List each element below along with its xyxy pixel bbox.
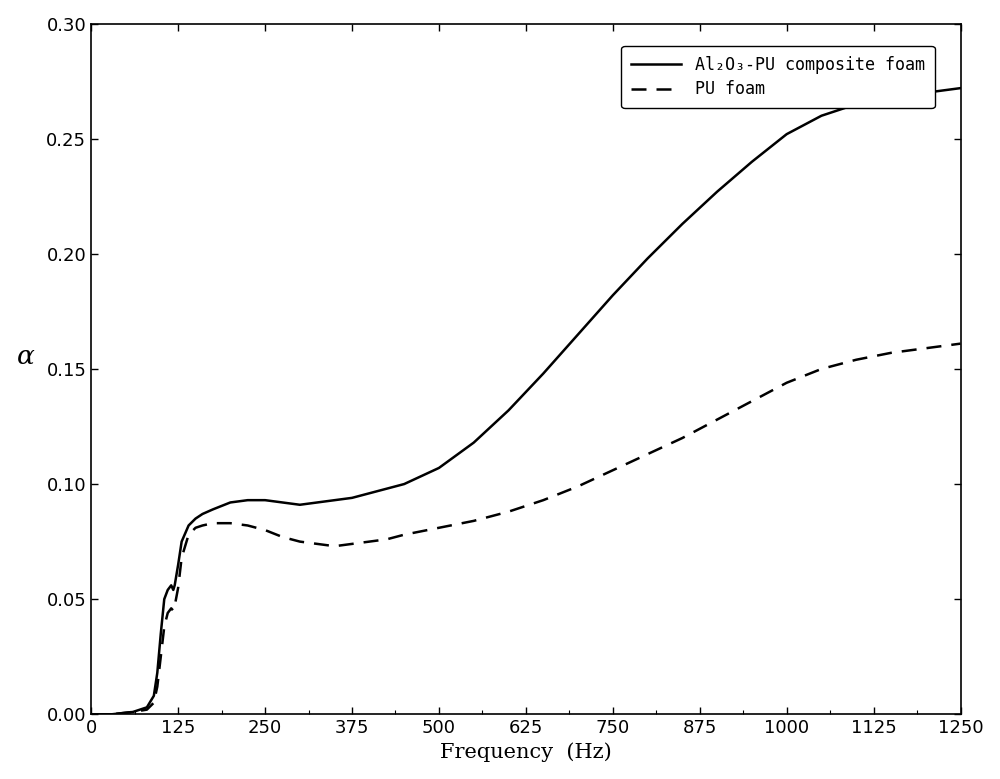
Line: PU foam: PU foam [91,344,961,714]
PU foam [502,507,514,516]
Al₂O₃-PU composite foam [502,406,514,415]
PU foam [106,710,118,719]
PU foam [169,601,181,611]
Al₂O₃-PU composite foam [363,488,375,498]
PU foam [363,537,375,546]
PU foam [955,339,967,348]
Y-axis label: α: α [17,344,34,369]
Al₂O₃-PU composite foam [294,500,306,509]
PU foam [294,537,306,546]
Al₂O₃-PU composite foam [158,594,170,604]
Legend: Al₂O₃-PU composite foam, PU foam: Al₂O₃-PU composite foam, PU foam [621,46,935,108]
PU foam [172,583,184,592]
PU foam [207,519,219,528]
PU foam [815,365,827,374]
PU foam [676,433,688,442]
Al₂O₃-PU composite foam [172,560,184,569]
PU foam [607,466,619,475]
Al₂O₃-PU composite foam [537,369,549,379]
PU foam [398,530,410,539]
Al₂O₃-PU composite foam [148,691,160,700]
PU foam [642,449,654,459]
Al₂O₃-PU composite foam [141,703,153,712]
Al₂O₃-PU composite foam [165,580,177,590]
PU foam [162,608,174,618]
PU foam [183,530,195,539]
PU foam [781,378,793,387]
PU foam [85,710,97,719]
PU foam [711,415,723,425]
Al₂O₃-PU composite foam [329,495,341,505]
PU foam [329,541,341,551]
Al₂O₃-PU composite foam [850,100,862,109]
Al₂O₃-PU composite foam [711,187,723,196]
Al₂O₃-PU composite foam [224,498,236,507]
PU foam [259,525,271,534]
Al₂O₃-PU composite foam [183,521,195,530]
Al₂O₃-PU composite foam [207,505,219,514]
Al₂O₃-PU composite foam [676,219,688,228]
PU foam [746,397,758,406]
Al₂O₃-PU composite foam [242,495,254,505]
PU foam [155,652,167,661]
Al₂O₃-PU composite foam [190,514,202,523]
PU foam [276,532,288,541]
Al₂O₃-PU composite foam [398,479,410,488]
PU foam [537,495,549,505]
Line: Al₂O₃-PU composite foam: Al₂O₃-PU composite foam [91,88,961,714]
PU foam [346,539,358,548]
X-axis label: Frequency  (Hz): Frequency (Hz) [440,742,612,763]
PU foam [850,355,862,365]
PU foam [224,519,236,528]
Al₂O₃-PU composite foam [127,707,139,717]
Al₂O₃-PU composite foam [381,484,393,493]
Al₂O₃-PU composite foam [955,83,967,93]
Al₂O₃-PU composite foam [259,495,271,505]
PU foam [468,516,480,526]
Al₂O₃-PU composite foam [572,330,584,339]
PU foam [141,705,153,714]
PU foam [311,539,323,548]
PU foam [127,707,139,717]
Al₂O₃-PU composite foam [167,585,179,594]
Al₂O₃-PU composite foam [920,88,932,97]
PU foam [572,481,584,491]
Al₂O₃-PU composite foam [151,668,163,678]
Al₂O₃-PU composite foam [346,493,358,502]
PU foam [433,523,445,533]
PU foam [190,523,202,533]
PU foam [165,604,177,613]
Al₂O₃-PU composite foam [155,629,167,638]
Al₂O₃-PU composite foam [311,498,323,507]
Al₂O₃-PU composite foam [106,710,118,719]
Al₂O₃-PU composite foam [607,291,619,300]
Al₂O₃-PU composite foam [85,710,97,719]
PU foam [242,521,254,530]
PU foam [151,682,163,691]
Al₂O₃-PU composite foam [169,580,181,590]
Al₂O₃-PU composite foam [781,129,793,139]
Al₂O₃-PU composite foam [468,438,480,447]
Al₂O₃-PU composite foam [642,254,654,263]
PU foam [885,348,897,358]
Al₂O₃-PU composite foam [815,111,827,121]
PU foam [920,344,932,353]
Al₂O₃-PU composite foam [746,157,758,167]
PU foam [167,606,179,615]
Al₂O₃-PU composite foam [197,509,209,519]
PU foam [148,698,160,707]
Al₂O₃-PU composite foam [276,498,288,507]
PU foam [197,521,209,530]
PU foam [158,622,170,632]
Al₂O₃-PU composite foam [433,464,445,473]
PU foam [176,553,188,562]
PU foam [381,534,393,544]
Al₂O₃-PU composite foam [162,585,174,594]
Al₂O₃-PU composite foam [176,537,188,546]
Al₂O₃-PU composite foam [885,93,897,102]
